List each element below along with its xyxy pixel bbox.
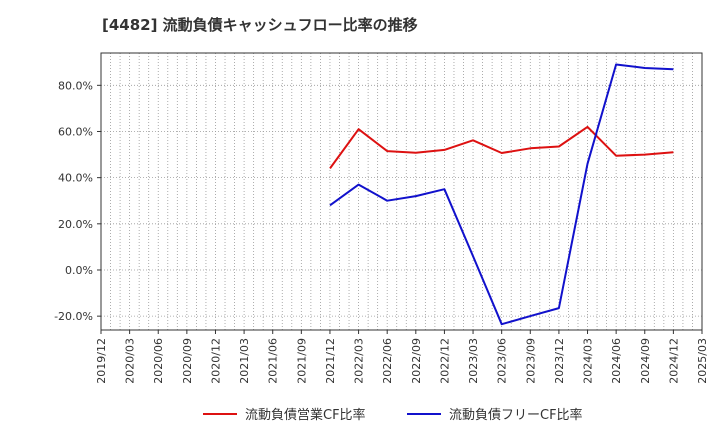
chart-title: [4482] 流動負債キャッシュフロー比率の推移 bbox=[102, 16, 418, 34]
series-line-1 bbox=[329, 125, 674, 169]
legend: 流動負債営業CF比率 流動負債フリーCF比率 bbox=[203, 407, 583, 423]
x-tick-label: 2024/12 bbox=[667, 338, 680, 384]
x-tick-label: 2021/12 bbox=[324, 338, 337, 384]
x-tick-label: 2023/09 bbox=[524, 338, 537, 384]
x-tick-label: 2024/09 bbox=[639, 338, 652, 384]
legend-label-2: 流動負債フリーCF比率 bbox=[449, 407, 583, 423]
x-tick-label: 2021/03 bbox=[238, 338, 251, 384]
x-axis: 2019/12 2020/03 2020/06 2020/09 2020/12 2021/… bbox=[95, 330, 709, 384]
y-tick-label: 40.0% bbox=[58, 172, 93, 185]
x-tick-label: 2024/06 bbox=[610, 338, 623, 384]
x-tick-label: 2021/06 bbox=[267, 338, 280, 384]
x-tick-label: 2022/09 bbox=[410, 338, 423, 384]
y-tick-label: 20.0% bbox=[58, 218, 93, 231]
y-axis: -20.0% 0.0% 20.0% 40.0% 60.0% 80.0% bbox=[54, 79, 101, 323]
plot-frame bbox=[100, 52, 703, 331]
legend-label-1: 流動負債営業CF比率 bbox=[245, 407, 366, 423]
x-tick-label: 2020/03 bbox=[124, 338, 137, 384]
x-tick-label: 2023/06 bbox=[496, 338, 509, 384]
x-tick-label: 2020/09 bbox=[181, 338, 194, 384]
x-tick-label: 2020/12 bbox=[209, 338, 222, 384]
y-tick-label: 80.0% bbox=[58, 79, 93, 92]
x-tick-label: 2022/06 bbox=[381, 338, 394, 384]
x-tick-label: 2022/12 bbox=[438, 338, 451, 384]
x-tick-label: 2019/12 bbox=[95, 338, 108, 384]
grid bbox=[101, 53, 702, 330]
y-tick-label: 0.0% bbox=[65, 264, 93, 277]
x-tick-label: 2022/03 bbox=[353, 338, 366, 384]
series-lines bbox=[329, 63, 674, 326]
x-tick-label: 2023/03 bbox=[467, 338, 480, 384]
x-tick-label: 2020/06 bbox=[152, 338, 165, 384]
x-tick-label: 2024/03 bbox=[582, 338, 595, 384]
y-tick-label: -20.0% bbox=[54, 310, 93, 323]
x-tick-label: 2021/09 bbox=[295, 338, 308, 384]
x-tick-label: 2023/12 bbox=[553, 338, 566, 384]
y-tick-label: 60.0% bbox=[58, 125, 93, 138]
x-tick-label: 2025/03 bbox=[696, 338, 709, 384]
